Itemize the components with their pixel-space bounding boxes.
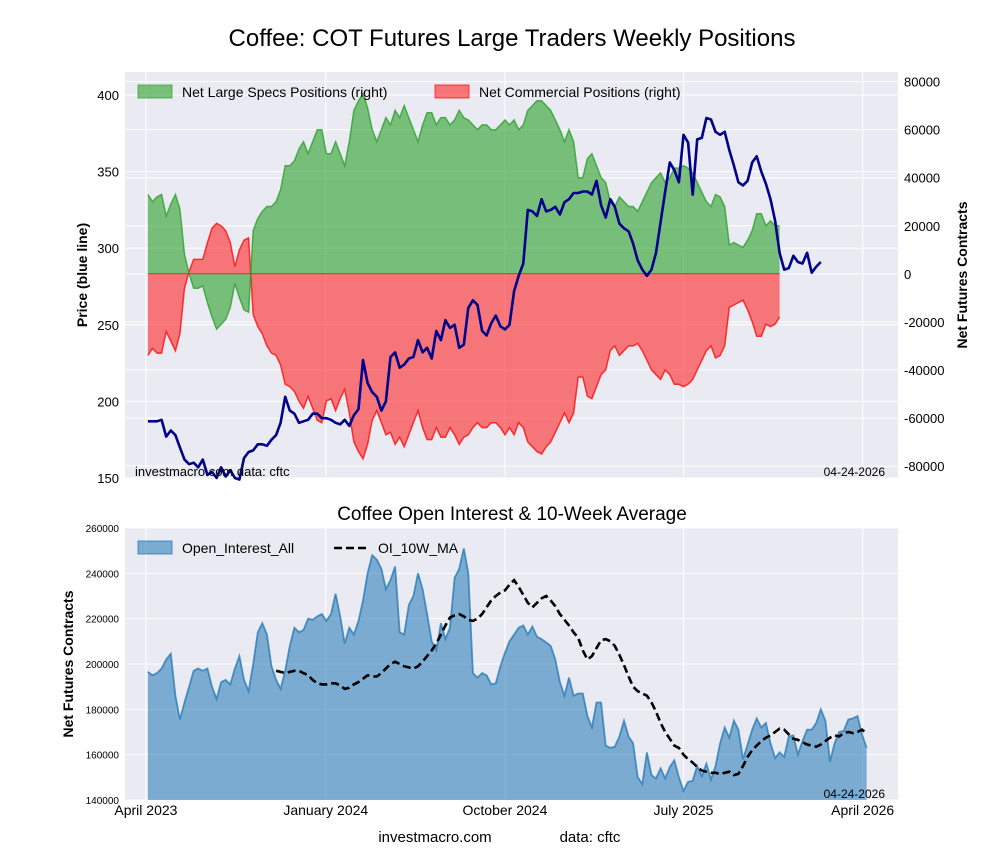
y-tick-label: 400 (97, 88, 119, 103)
top-watermark: investmacro.com data: cftc (135, 464, 290, 479)
main-title: Coffee: COT Futures Large Traders Weekly… (229, 25, 796, 52)
price-line-path (147, 116, 822, 481)
y-tick-label: 180000 (86, 705, 120, 716)
bottom-date-label: 04-24-2026 (824, 787, 886, 801)
y2-tick-label: -80000 (904, 459, 944, 474)
y-tick-label: 200000 (86, 660, 120, 671)
x-tick-label: April 2023 (114, 802, 177, 818)
y2-tick-label: 60000 (904, 123, 940, 138)
legend-label-oi: Open_Interest_All (182, 540, 294, 556)
bottom-left-ticks: 140000 160000 180000 200000 220000 240000 2600… (86, 524, 120, 807)
bottom-y-axis-label: Net Futures Contracts (60, 590, 76, 737)
legend-swatch-specs (137, 84, 173, 99)
top-y-axis-label: Price (blue line) (74, 223, 90, 327)
x-tick-label: April 2026 (831, 802, 894, 818)
y-tick-label: 140000 (86, 796, 120, 807)
top-right-ticks: -80000 -60000 -40000 -20000 0 20000 40000 60000… (904, 75, 944, 474)
top-left-ticks: 150 200 250 300 350 400 (97, 88, 119, 486)
bottom-legend: Open_Interest_All OI_10W_MA (137, 540, 459, 556)
legend-swatch-commercial (434, 84, 470, 99)
legend-label-specs: Net Large Specs Positions (right) (182, 84, 387, 100)
y2-tick-label: 40000 (904, 171, 940, 186)
legend-label-ma: OI_10W_MA (378, 540, 459, 556)
legend-swatch-oi (137, 540, 173, 555)
bottom-panel: 140000 160000 180000 200000 220000 240000 2600… (60, 524, 898, 818)
specs-area (147, 93, 780, 330)
oi-area-line (147, 548, 868, 794)
y2-tick-label: 20000 (904, 219, 940, 234)
bottom-x-ticks: April 2023 January 2024 October 2024 July 2… (114, 802, 894, 818)
y-tick-label: 240000 (86, 569, 120, 580)
x-tick-label: January 2024 (283, 802, 368, 818)
bottom-title: Coffee Open Interest & 10-Week Average (337, 504, 687, 525)
top-panel: 150 200 250 300 350 400 -80000 -60000 -40000 -20… (74, 72, 970, 486)
footer-site: investmacro.com (378, 829, 491, 846)
top-legend: Net Large Specs Positions (right) Net Com… (137, 84, 681, 100)
price-line (147, 116, 822, 481)
legend-label-commercial: Net Commercial Positions (right) (479, 84, 681, 100)
ma-line-path (275, 578, 868, 777)
y2-tick-label: 0 (904, 267, 911, 282)
top-date-label: 04-24-2026 (824, 465, 886, 479)
x-tick-label: July 2025 (654, 802, 714, 818)
y-tick-label: 200 (97, 394, 119, 409)
oi-area-fill (147, 548, 867, 800)
y2-tick-label: -40000 (904, 363, 944, 378)
y-tick-label: 350 (97, 165, 119, 180)
top-y2-axis-label: Net Futures Contracts (954, 201, 970, 348)
y-tick-label: 220000 (86, 615, 120, 626)
y-tick-label: 150 (97, 471, 119, 486)
oi-moving-average-line (275, 578, 868, 777)
y-tick-label: 250 (97, 318, 119, 333)
y2-tick-label: -20000 (904, 315, 944, 330)
y-tick-label: 160000 (86, 751, 120, 762)
y-tick-label: 300 (97, 241, 119, 256)
y2-tick-label: 80000 (904, 75, 940, 90)
x-tick-label: October 2024 (463, 802, 548, 818)
y-tick-label: 260000 (86, 524, 120, 535)
footer-data: data: cftc (560, 829, 621, 846)
open-interest-area (147, 548, 868, 800)
y2-tick-label: -60000 (904, 411, 944, 426)
commercial-line (147, 222, 781, 461)
